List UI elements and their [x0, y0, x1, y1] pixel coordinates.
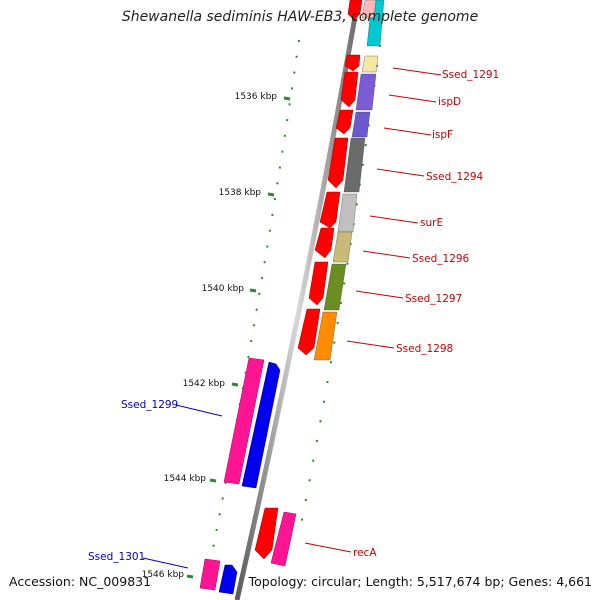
gene-reca[interactable] [254, 507, 279, 560]
tick-label-1536: 1536 kbp [235, 92, 278, 102]
gene-label-sure[interactable]: surE [420, 217, 443, 229]
gene-ssed-1301[interactable] [218, 564, 238, 595]
gene-ssed-1290[interactable] [347, 0, 363, 21]
tick-label-1546: 1546 kbp [142, 570, 185, 580]
red-leader-lines [304, 67, 442, 553]
gene-label-ssed-1299[interactable]: Ssed_1299 [121, 399, 178, 411]
tick-label-1540: 1540 kbp [202, 284, 245, 294]
accession-text: Accession: NC_009831 [9, 574, 152, 589]
major-ticks [186, 96, 291, 579]
tick-label-1538: 1538 kbp [219, 188, 262, 198]
tick-label-1542: 1542 kbp [183, 379, 226, 389]
tick-label-1544: 1544 kbp [164, 474, 207, 484]
gene-label-reca[interactable]: recA [353, 547, 377, 559]
tick-ring [204, 39, 300, 591]
gene-label-ssed-1297[interactable]: Ssed_1297 [405, 293, 462, 305]
gene-cat-1291 [361, 55, 379, 73]
gene-ispd[interactable] [340, 71, 359, 108]
gene-label-ispd[interactable]: ispD [438, 96, 461, 108]
gene-cat-1294 [343, 137, 366, 193]
gene-label-ssed-1298[interactable]: Ssed_1298 [396, 343, 453, 355]
gene-ssed-1299[interactable] [241, 361, 281, 489]
category-genes [313, 0, 385, 361]
gene-ssed-1301-pink[interactable] [199, 558, 221, 591]
gene-ssed-1299-pink[interactable] [223, 357, 265, 485]
gene-sure[interactable] [319, 191, 341, 229]
gene-reca-pink[interactable] [270, 511, 297, 567]
map-title: Shewanella sediminis HAW-EB3, complete g… [121, 9, 479, 25]
blue-leader-lines [142, 404, 223, 569]
gene-ssed-1298[interactable] [297, 308, 321, 356]
gene-label-ssed-1296[interactable]: Ssed_1296 [412, 253, 470, 265]
gene-label-ispf[interactable]: ispF [432, 129, 453, 141]
forward-genes [254, 0, 363, 560]
gene-ssed-1291[interactable] [344, 54, 361, 72]
gene-cat-1298 [313, 311, 338, 361]
reverse-genes [199, 357, 297, 595]
gene-ssed-1296[interactable] [314, 227, 335, 259]
genome-backbone [234, 0, 361, 600]
gene-cat-ispd [355, 73, 377, 111]
gene-cat-ispf [351, 111, 371, 138]
gene-ssed-1297[interactable] [308, 261, 329, 306]
gene-ssed-1294[interactable] [327, 137, 349, 189]
gene-label-ssed-1301[interactable]: Ssed_1301 [88, 551, 145, 563]
gene-label-ssed-1291[interactable]: Ssed_1291 [442, 69, 499, 81]
gene-cat-1296 [332, 231, 353, 263]
gene-cat-1297 [323, 263, 347, 311]
topology-text: Topology: circular; Length: 5,517,674 bp… [248, 574, 592, 589]
gene-cat-sure [337, 193, 358, 233]
gene-ispf[interactable] [335, 109, 354, 135]
gene-cat-cyan [366, 0, 385, 47]
gene-label-ssed-1294[interactable]: Ssed_1294 [426, 171, 484, 183]
